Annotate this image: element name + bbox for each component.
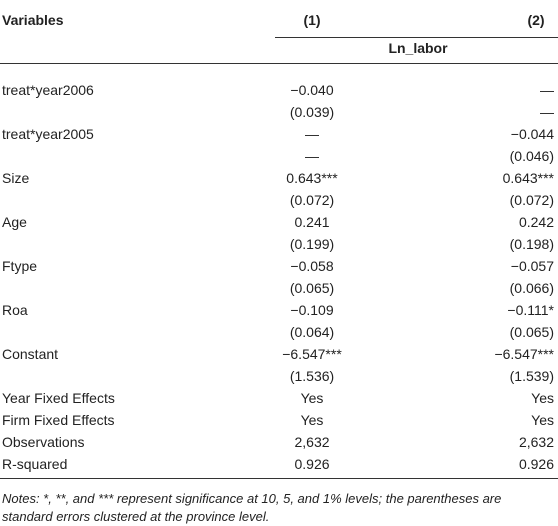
cell: (0.039)	[289, 104, 335, 120]
row-label: treat*year2006	[2, 82, 94, 98]
row-label: Age	[2, 214, 27, 230]
cell: Yes	[300, 390, 324, 406]
dependent-variable: Ln_labor	[388, 40, 448, 56]
cell: (0.072)	[509, 192, 554, 208]
cell: (0.072)	[289, 192, 335, 208]
column-header: (1)	[303, 12, 321, 28]
cell: Yes	[531, 412, 554, 428]
cell: −0.058	[290, 258, 334, 274]
cell: Yes	[531, 390, 554, 406]
table-notes: Notes: *, **, and *** represent signific…	[2, 491, 502, 524]
cell: (1.536)	[289, 368, 335, 384]
cell: —	[540, 82, 554, 98]
row-label: R-squared	[2, 456, 68, 472]
cell: −6.547***	[282, 346, 342, 362]
column-header: (2)	[527, 12, 545, 28]
cell: (0.064)	[289, 324, 335, 340]
row-label: Constant	[2, 346, 59, 362]
cell: −6.547***	[494, 346, 554, 362]
cell: 0.926	[294, 456, 330, 472]
subheader-rule	[0, 63, 558, 64]
cell: (1.539)	[509, 368, 554, 384]
row-label: Observations	[2, 434, 85, 450]
cell: 0.241	[294, 214, 330, 230]
cell: (0.066)	[509, 280, 554, 296]
cell: (0.046)	[509, 148, 554, 164]
cell: 2,632	[294, 434, 330, 450]
cell: −0.109	[290, 302, 334, 318]
cell: —	[540, 104, 554, 120]
row-label: Year Fixed Effects	[2, 390, 115, 406]
cell: —	[305, 126, 319, 142]
cell: −0.044	[510, 126, 554, 142]
cell: 0.643***	[502, 170, 554, 186]
cell: Yes	[300, 412, 324, 428]
column-header: Variables	[2, 12, 64, 28]
cell: 0.926	[518, 456, 554, 472]
cell: (0.199)	[289, 236, 335, 252]
header-rule	[275, 37, 558, 38]
cell: 2,632	[518, 434, 554, 450]
cell: (0.198)	[509, 236, 554, 252]
row-label: Roa	[2, 302, 28, 318]
row-label: Size	[2, 170, 30, 186]
bottom-rule	[0, 478, 558, 479]
row-label: Ftype	[2, 258, 38, 274]
cell: 0.242	[518, 214, 554, 230]
cell: (0.065)	[509, 324, 554, 340]
row-label: treat*year2005	[2, 126, 94, 142]
cell: −0.111*	[507, 302, 554, 318]
row-label: Firm Fixed Effects	[2, 412, 115, 428]
cell: 0.643***	[286, 170, 338, 186]
cell: −0.040	[290, 82, 334, 98]
cell: (0.065)	[289, 280, 335, 296]
cell: —	[305, 148, 319, 164]
cell: −0.057	[510, 258, 554, 274]
